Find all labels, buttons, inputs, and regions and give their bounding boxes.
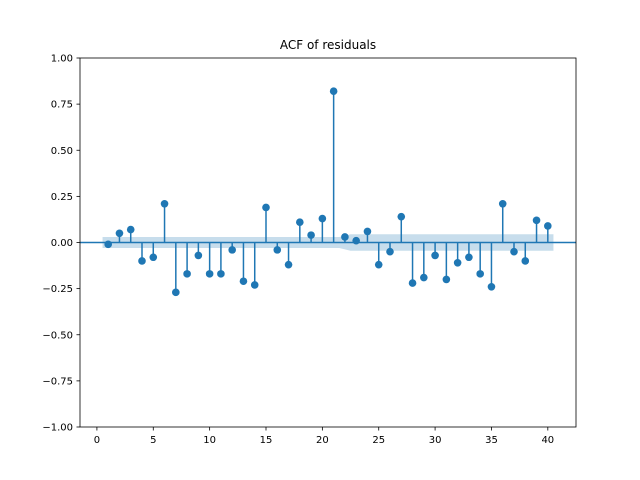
stem-marker — [273, 246, 282, 254]
y-tick-label: 0.75 — [51, 100, 73, 111]
stem-marker — [115, 229, 124, 238]
y-tick-label: 0.25 — [51, 192, 73, 203]
stem-marker — [510, 247, 518, 256]
stem-marker — [453, 258, 462, 267]
stem-marker — [498, 199, 507, 208]
stem-marker — [408, 279, 417, 287]
stem-marker — [352, 236, 360, 245]
stem-marker — [397, 212, 406, 221]
stem-marker — [296, 218, 304, 227]
x-axis-ticks: 0 5 10 15 20 25 30 35 40 — [94, 427, 554, 446]
stem-marker — [194, 251, 203, 260]
x-tick-label: 40 — [541, 435, 554, 446]
stem-marker — [138, 257, 146, 265]
stem-marker — [476, 270, 484, 278]
stem-marker — [318, 214, 327, 223]
y-tick-label: 1.00 — [51, 54, 73, 65]
stem-marker — [532, 216, 541, 225]
stem-marker — [126, 225, 135, 234]
x-tick-label: 5 — [150, 435, 156, 446]
stem-marker — [442, 275, 451, 284]
stem-marker — [205, 270, 214, 278]
x-tick-label: 25 — [372, 435, 385, 446]
stem-marker — [465, 253, 473, 262]
stem-marker — [521, 257, 530, 265]
stem-marker — [149, 253, 158, 262]
stem-marker — [284, 260, 293, 269]
y-tick-label: 0.00 — [51, 238, 73, 249]
stem-marker — [172, 288, 180, 297]
x-tick-label: 10 — [203, 435, 216, 446]
stem-marker — [386, 247, 394, 256]
stem-marker — [341, 233, 349, 241]
stem-marker — [104, 240, 112, 249]
stem-marker — [487, 282, 496, 291]
chart-title: ACF of residuals — [280, 38, 376, 52]
stem-series — [104, 87, 552, 297]
y-axis-ticks: −1.00 −0.75 −0.50 −0.25 0.00 0.25 0.50 0.75 1.00 — [42, 54, 80, 434]
stem-marker — [307, 231, 315, 239]
stem-marker — [239, 277, 248, 286]
stem-marker — [228, 246, 236, 254]
stem-marker — [329, 87, 338, 96]
stem-marker — [262, 203, 270, 212]
x-tick-label: 30 — [429, 435, 442, 446]
stem-marker — [420, 273, 428, 282]
stem-marker — [160, 199, 169, 208]
y-tick-label: −0.25 — [42, 284, 73, 295]
y-tick-label: −0.75 — [42, 376, 73, 387]
stem-marker — [217, 270, 225, 278]
x-tick-label: 0 — [94, 435, 100, 446]
stem-marker — [374, 260, 383, 269]
stem-marker — [183, 270, 191, 278]
y-tick-label: −0.50 — [42, 330, 73, 341]
stem-marker — [363, 227, 372, 236]
y-tick-label: −1.00 — [42, 423, 73, 434]
stem-marker — [431, 251, 439, 260]
stem-marker — [250, 281, 259, 289]
x-tick-label: 15 — [260, 435, 273, 446]
x-tick-label: 20 — [316, 435, 329, 446]
stem-marker — [544, 222, 552, 230]
x-tick-label: 35 — [485, 435, 498, 446]
y-tick-label: 0.50 — [51, 146, 73, 157]
